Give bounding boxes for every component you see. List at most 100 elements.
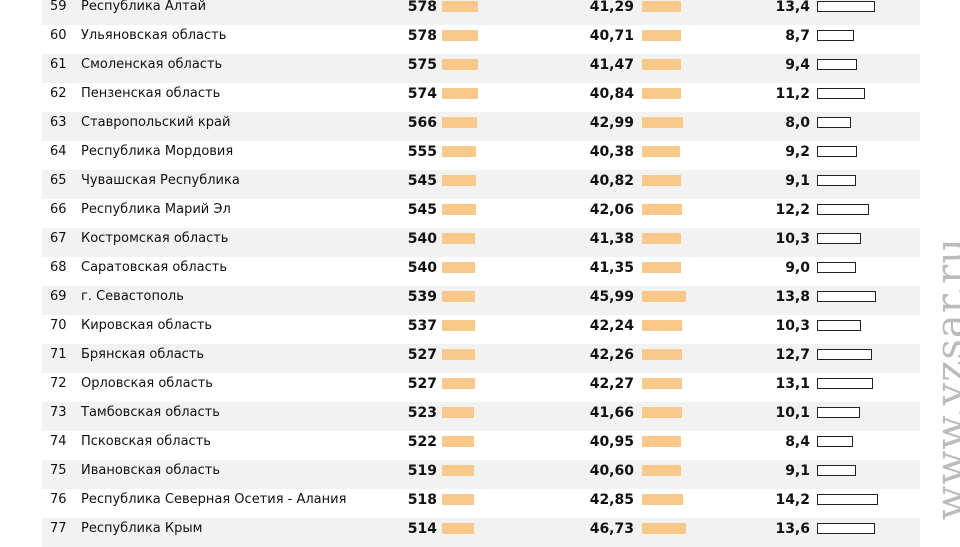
- value-3: 8,4: [785, 434, 810, 450]
- bar: [442, 1, 478, 12]
- value-3: 13,6: [775, 521, 810, 537]
- rank: 68: [50, 260, 67, 275]
- value-3: 10,1: [775, 405, 810, 421]
- bar: [817, 117, 852, 128]
- value-1: 578: [407, 28, 437, 44]
- rank: 65: [50, 173, 67, 188]
- rank: 64: [50, 144, 67, 159]
- table-row: 72 Орловская область 527 42,27 13,1: [42, 373, 920, 402]
- table-row: 69 г. Севастополь 539 45,99 13,8: [42, 286, 920, 315]
- value-2: 42,24: [589, 318, 634, 334]
- bar: [642, 117, 683, 128]
- value-1: 537: [407, 318, 437, 334]
- bar: [817, 378, 874, 389]
- bar: [442, 349, 475, 360]
- bar: [642, 436, 681, 447]
- rank: 74: [50, 434, 67, 449]
- table-row: 59 Республика Алтай 578 41,29 13,4: [42, 0, 920, 25]
- bar: [442, 175, 476, 186]
- bar: [642, 88, 681, 99]
- value-1: 522: [407, 434, 437, 450]
- rank: 62: [50, 86, 67, 101]
- value-3: 9,0: [785, 260, 810, 276]
- value-2: 40,84: [589, 86, 634, 102]
- bar: [442, 436, 475, 447]
- bar: [817, 59, 858, 70]
- value-2: 46,73: [589, 521, 634, 537]
- region: Пензенская область: [81, 86, 221, 101]
- bar: [442, 291, 476, 302]
- rank: 75: [50, 463, 67, 478]
- bar: [442, 117, 478, 128]
- region: Орловская область: [81, 376, 213, 391]
- value-2: 40,95: [589, 434, 634, 450]
- table-row: 67 Костромская область 540 41,38 10,3: [42, 228, 920, 257]
- bar: [817, 146, 857, 157]
- table-row: 68 Саратовская область 540 41,35 9,0: [42, 257, 920, 286]
- bar: [442, 30, 478, 41]
- value-2: 41,29: [589, 0, 634, 15]
- table-row: 65 Чувашская Республика 545 40,82 9,1: [42, 170, 920, 199]
- value-3: 9,4: [785, 57, 810, 73]
- value-2: 42,27: [589, 376, 634, 392]
- value-1: 574: [407, 86, 437, 102]
- value-3: 12,7: [775, 347, 810, 363]
- table-row: 76 Республика Северная Осетия - Алания 518…: [42, 489, 920, 518]
- bar: [442, 262, 476, 273]
- rank: 60: [50, 28, 67, 43]
- region: Саратовская область: [81, 260, 227, 275]
- table-row: 62 Пензенская область 574 40,84 11,2: [42, 83, 920, 112]
- value-1: 566: [407, 115, 437, 131]
- region: Чувашская Республика: [81, 173, 240, 188]
- region: Костромская область: [81, 231, 229, 246]
- bar: [442, 233, 476, 244]
- value-2: 41,66: [589, 405, 634, 421]
- value-2: 42,85: [589, 492, 634, 508]
- value-1: 514: [407, 521, 437, 537]
- table-row: 75 Ивановская область 519 40,60 9,1: [42, 460, 920, 489]
- value-1: 578: [407, 0, 437, 15]
- value-2: 40,60: [589, 463, 634, 479]
- region: Республика Алтай: [81, 0, 207, 14]
- value-3: 9,1: [785, 463, 810, 479]
- region: Республика Северная Осетия - Алания: [81, 492, 347, 507]
- value-1: 539: [407, 289, 437, 305]
- table-row: 64 Республика Мордовия 555 40,38 9,2: [42, 141, 920, 170]
- bar: [442, 407, 475, 418]
- bar: [442, 59, 478, 70]
- table-row: 77 Республика Крым 514 46,73 13,6: [42, 518, 920, 547]
- bar: [817, 436, 854, 447]
- table-row: 60 Ульяновская область 578 40,71 8,7: [42, 25, 920, 54]
- value-1: 527: [407, 376, 437, 392]
- bar: [442, 494, 475, 505]
- value-1: 518: [407, 492, 437, 508]
- bar: [642, 262, 682, 273]
- bar: [642, 349, 683, 360]
- bar: [817, 175, 857, 186]
- value-2: 42,06: [589, 202, 634, 218]
- bar: [642, 320, 683, 331]
- value-3: 13,4: [775, 0, 810, 15]
- value-2: 40,38: [589, 144, 634, 160]
- bar: [642, 204, 682, 215]
- rank: 76: [50, 492, 67, 507]
- bar: [817, 407, 861, 418]
- value-1: 555: [407, 144, 437, 160]
- rank: 61: [50, 57, 67, 72]
- region: Кировская область: [81, 318, 213, 333]
- rank: 63: [50, 115, 67, 130]
- region: Республика Крым: [81, 521, 203, 536]
- value-3: 13,8: [775, 289, 810, 305]
- bar: [642, 407, 682, 418]
- value-3: 10,3: [775, 231, 810, 247]
- rank: 59: [50, 0, 67, 14]
- value-3: 8,0: [785, 115, 810, 131]
- value-1: 523: [407, 405, 437, 421]
- rank: 72: [50, 376, 67, 391]
- bar: [817, 291, 877, 302]
- bar: [442, 378, 475, 389]
- region: Смоленская область: [81, 57, 223, 72]
- rank: 67: [50, 231, 67, 246]
- value-2: 42,99: [589, 115, 634, 131]
